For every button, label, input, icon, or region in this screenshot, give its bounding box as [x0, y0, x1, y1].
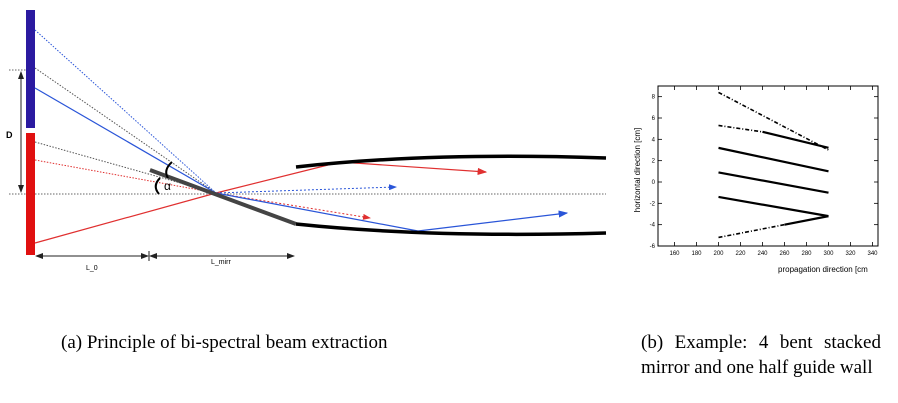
mirror-line [718, 171, 829, 194]
x-tick-label: 180 [691, 251, 702, 257]
mirror-line [762, 130, 829, 149]
grey-ray-dotted [34, 67, 217, 194]
l0-label: L_0 [86, 265, 98, 272]
y-tick-label: 6 [652, 116, 656, 122]
mirror-line [784, 215, 829, 226]
y-tick-label: -6 [650, 244, 656, 250]
x-tick-label: 280 [801, 251, 812, 257]
x-tick-label: 220 [735, 251, 746, 257]
red-ray-dotted [34, 159, 217, 194]
red-reflected-guide [339, 161, 488, 176]
guide-wall-line [718, 91, 829, 151]
d-label: D [6, 130, 13, 140]
x-tick-label: 240 [757, 251, 768, 257]
x-tick-label: 300 [823, 251, 834, 257]
caption-a: (a) Principle of bi-spectral beam extrac… [61, 332, 388, 353]
cold-source-bar [26, 10, 35, 128]
y-tick-label: 8 [652, 95, 656, 101]
guide-wall-line [718, 223, 785, 239]
plot-ylabel: horizontal direction [cm] [633, 128, 642, 212]
bispectral-extraction-diagram: α D L_0 L_mirr [6, 10, 607, 272]
alpha-label: α [164, 179, 171, 193]
blue-reflected-ray [215, 192, 419, 232]
y-tick-label: -2 [650, 201, 656, 207]
red-transmitted-ray [215, 161, 341, 194]
plot-frame [657, 85, 879, 247]
guide-wall-top [295, 154, 607, 169]
blue-reflected-guide [417, 210, 569, 232]
y-tick-label: -4 [650, 223, 656, 229]
blue-ray-dotted [34, 29, 217, 194]
blue-ray [34, 87, 217, 194]
mirror [149, 168, 297, 226]
mirror-line [718, 146, 829, 173]
guide-wall-line [718, 124, 763, 133]
lmirr-label: L_mirr [211, 259, 232, 266]
angle-arc-upper [165, 161, 173, 179]
x-tick-label: 340 [867, 251, 878, 257]
guide-wall-bottom [295, 222, 607, 237]
x-tick-label: 320 [845, 251, 856, 257]
x-tick-label: 160 [669, 251, 680, 257]
y-tick-label: 2 [652, 159, 656, 165]
x-tick-label: 200 [713, 251, 724, 257]
y-tick-label: 4 [652, 137, 656, 143]
x-tick-label: 260 [779, 251, 790, 257]
plot-xlabel: propagation direction [cm [778, 265, 868, 274]
blue-dotted-transmitted [215, 184, 397, 194]
mirror-stack-plot: 160 180 200 220 240 260 280 300 320 340 8 6 4 2 0 -2 -4 -… [633, 85, 879, 274]
mirror-line [718, 195, 829, 218]
caption-b: (b) Example: 4 bent stacked mirror and o… [641, 332, 881, 378]
red-ray [34, 192, 217, 244]
angle-arc-lower [154, 177, 161, 195]
y-tick-label: 0 [652, 180, 656, 186]
thermal-source-bar [26, 133, 35, 255]
